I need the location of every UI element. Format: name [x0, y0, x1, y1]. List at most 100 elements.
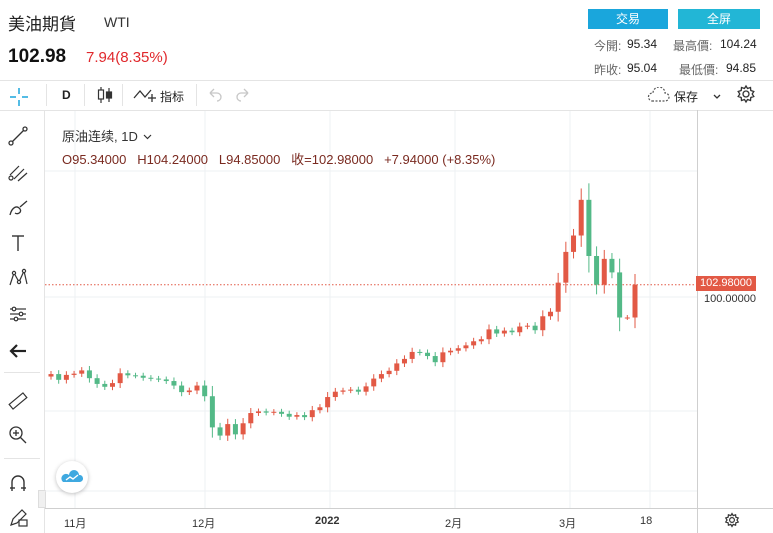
interval-selector[interactable]: D: [62, 88, 71, 102]
fib-tool-icon[interactable]: [4, 158, 32, 186]
candle-body: [417, 351, 423, 353]
instrument-name: 美油期貨: [8, 15, 76, 34]
candle-type-icon[interactable]: [96, 85, 114, 110]
candle-body: [578, 199, 584, 236]
chevron-down-icon[interactable]: [143, 133, 152, 141]
candle-body: [133, 375, 139, 377]
candle-body: [494, 329, 500, 334]
legend-close: 收=102.98000: [291, 152, 374, 167]
indicators-icon[interactable]: [132, 86, 158, 109]
trend-line-icon[interactable]: [4, 122, 32, 150]
candle-body: [79, 370, 85, 374]
candle-body: [86, 370, 92, 379]
candle-body: [594, 256, 600, 285]
candle-body: [425, 352, 431, 357]
chevron-down-icon[interactable]: [712, 89, 722, 107]
candle-body: [440, 352, 446, 363]
candle-body: [486, 329, 492, 340]
candle-body: [617, 272, 623, 318]
candle-body: [202, 385, 208, 397]
candle-body: [555, 282, 561, 312]
candle-body: [371, 378, 377, 387]
prev-close-value: 95.04: [627, 61, 658, 75]
tradingview-logo-icon[interactable]: [56, 461, 88, 493]
symbol-text: 原油连续, 1D: [62, 129, 138, 144]
candle-body: [448, 350, 454, 353]
legend-change: +7.94000 (+8.35%): [384, 152, 496, 167]
brush-icon[interactable]: [4, 194, 32, 222]
undo-icon[interactable]: [206, 87, 224, 108]
candle-body: [386, 370, 392, 375]
axis-settings-gear-icon[interactable]: [724, 512, 740, 533]
candle-body: [148, 377, 154, 379]
cloud-icon: [646, 86, 670, 108]
legend-open: O95.34000: [62, 152, 127, 167]
crosshair-icon[interactable]: [6, 86, 32, 108]
indicators-label[interactable]: 指标: [160, 90, 185, 104]
save-button[interactable]: 保存: [674, 90, 699, 104]
candle-body: [363, 386, 369, 392]
candle-body: [56, 374, 62, 380]
candle-body: [624, 317, 630, 319]
candle-body: [501, 330, 507, 334]
candle-body: [225, 424, 231, 436]
last-price-tag: 102.98000: [696, 276, 756, 291]
high-label: 最高價:: [673, 39, 713, 53]
edit-lock-icon[interactable]: [4, 504, 32, 532]
candle-body: [156, 378, 162, 380]
prev-close-label: 昨收:: [594, 63, 622, 77]
arrow-left-icon[interactable]: [4, 337, 32, 365]
zoom-icon[interactable]: [4, 421, 32, 449]
candle-body: [332, 391, 338, 398]
candle-body: [163, 379, 169, 382]
candle-body: [302, 415, 308, 418]
candle-body: [409, 351, 415, 359]
candle-body: [601, 258, 607, 285]
legend-low: L94.85000: [218, 152, 281, 167]
candle-body: [209, 396, 215, 428]
candle-body: [563, 251, 569, 283]
candlestick-chart[interactable]: [45, 111, 697, 508]
low-label: 最低價:: [679, 63, 719, 77]
collapse-toolbar-handle[interactable]: [38, 490, 46, 508]
instrument-code: WTI: [104, 14, 130, 30]
open-label: 今開:: [594, 39, 622, 53]
candle-body: [240, 423, 246, 435]
ruler-icon[interactable]: [4, 387, 32, 415]
trade-button[interactable]: 交易: [588, 9, 668, 29]
x-tick-label: 2022: [315, 515, 340, 527]
candle-body: [524, 325, 530, 327]
magnet-icon[interactable]: [4, 470, 32, 498]
candle-body: [194, 385, 200, 391]
candle-body: [48, 374, 54, 377]
x-tick-label: 2月: [445, 518, 463, 530]
candle-body: [186, 390, 192, 393]
redo-icon[interactable]: [234, 87, 252, 108]
candle-body: [279, 411, 285, 414]
chart-symbol-label[interactable]: 原油连续, 1D: [62, 126, 152, 145]
settings-gear-icon[interactable]: [736, 84, 756, 109]
candle-body: [609, 258, 615, 273]
candle-body: [263, 411, 269, 413]
text-tool-icon[interactable]: [4, 229, 32, 257]
candle-body: [586, 199, 592, 256]
forecast-tool-icon[interactable]: [4, 300, 32, 328]
candle-body: [455, 348, 461, 351]
x-tick-label: 18: [640, 515, 653, 527]
fullscreen-button[interactable]: 全屏: [678, 9, 760, 29]
candle-body: [248, 413, 254, 424]
candle-body: [71, 373, 77, 375]
candle-body: [355, 389, 361, 392]
candle-body: [325, 397, 331, 408]
x-tick-label: 3月: [559, 518, 577, 530]
low-value: 94.85: [726, 61, 757, 75]
candle-body: [179, 385, 185, 393]
candle-body: [117, 373, 123, 384]
candle-body: [348, 389, 354, 391]
pattern-tool-icon[interactable]: [4, 264, 32, 292]
candle-body: [547, 311, 553, 317]
x-tick-label: 11月: [64, 518, 87, 530]
ohlc-legend: O95.34000 H104.24000 L94.85000 收=102.980…: [62, 149, 495, 168]
last-price: 102.98: [8, 46, 67, 67]
x-tick-label: 12月: [192, 518, 216, 530]
